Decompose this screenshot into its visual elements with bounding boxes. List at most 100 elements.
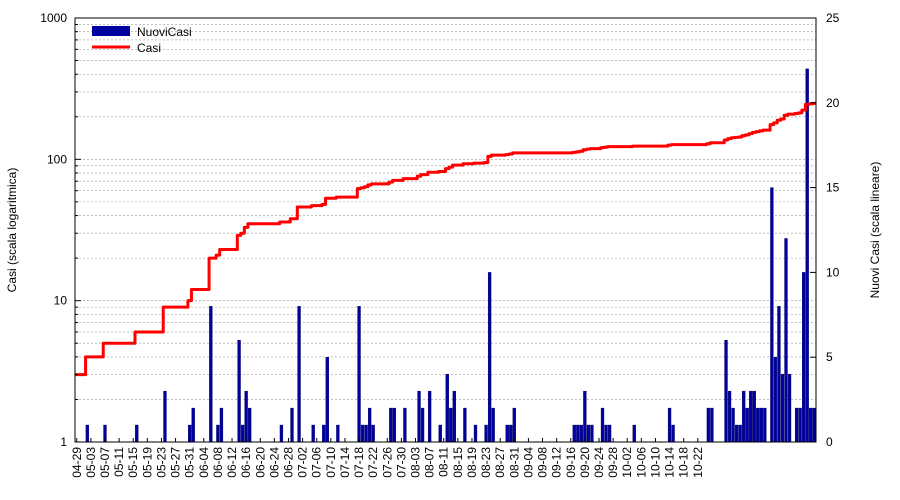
- x-tick-label: 06-24: [267, 447, 281, 478]
- x-axis-ticks: 04-29 05-03 05-07 05-11 05-15 05-19 05-23 05-27…: [70, 438, 705, 478]
- bar: [727, 390, 732, 443]
- bar: [742, 390, 746, 443]
- bar: [244, 390, 248, 443]
- x-tick-label: 09-04: [521, 447, 535, 478]
- bar: [163, 390, 167, 443]
- bar: [738, 424, 742, 443]
- x-tick-label: 08-03: [409, 447, 423, 478]
- bar: [357, 306, 361, 443]
- bar: [237, 340, 241, 443]
- x-tick-label: 09-20: [578, 447, 592, 478]
- bar: [600, 407, 605, 443]
- legend: NuoviCasi Casi: [92, 25, 192, 55]
- bar: [135, 424, 139, 443]
- bar: [604, 424, 608, 443]
- bar: [632, 424, 636, 443]
- x-tick-label: 06-04: [197, 447, 211, 478]
- right-axis-ticks: 0 5 10 15 20 25: [810, 11, 840, 449]
- bar: [325, 357, 329, 443]
- x-tick-label: 06-20: [253, 447, 267, 478]
- x-tick-label: 05-23: [154, 447, 168, 478]
- x-tick-label: 10-10: [648, 447, 662, 478]
- bar: [279, 424, 284, 443]
- x-tick-label: 05-15: [126, 447, 140, 478]
- bar: [360, 424, 365, 443]
- bar: [322, 424, 326, 443]
- bar: [784, 238, 788, 443]
- x-tick-label: 08-11: [437, 447, 451, 477]
- bar: [773, 357, 778, 443]
- x-tick-label: 07-14: [338, 447, 352, 478]
- bar: [364, 424, 368, 443]
- x-tick-label: 08-23: [479, 447, 493, 478]
- bar: [290, 407, 294, 443]
- legend-label-nuovicasi: NuoviCasi: [137, 25, 192, 39]
- x-tick-label: 05-27: [169, 447, 183, 478]
- bar: [219, 407, 224, 443]
- bar: [209, 306, 213, 443]
- legend-label-casi: Casi: [137, 41, 161, 55]
- right-tick-label: 20: [826, 96, 840, 110]
- x-tick-label: 06-12: [225, 447, 239, 478]
- bar: [491, 407, 495, 443]
- x-tick-label: 06-16: [239, 447, 253, 478]
- bar: [85, 424, 89, 443]
- bar: [248, 407, 252, 443]
- bar: [420, 407, 425, 443]
- bar: [240, 424, 245, 443]
- bar: [749, 390, 753, 443]
- x-tick-label: 07-02: [296, 447, 310, 478]
- left-axis-title: Casi (scala logaritmica): [5, 168, 19, 293]
- bar: [445, 373, 449, 443]
- bar: [389, 407, 393, 443]
- bar: [724, 340, 728, 443]
- x-tick-label: 08-19: [465, 447, 479, 478]
- right-tick-label: 5: [826, 350, 833, 364]
- bar: [572, 424, 576, 443]
- right-tick-label: 10: [826, 265, 840, 279]
- x-tick-label: 06-28: [281, 447, 295, 478]
- x-tick-label: 07-22: [366, 447, 380, 478]
- bar: [512, 407, 516, 443]
- bar: [403, 407, 407, 443]
- x-tick-label: 10-06: [634, 447, 648, 478]
- left-tick-label: 100: [47, 152, 67, 166]
- bar: [576, 424, 580, 443]
- bar: [473, 424, 478, 443]
- bar: [311, 424, 315, 443]
- bar: [667, 407, 672, 443]
- left-tick-label: 1: [60, 435, 67, 449]
- bar: [763, 407, 767, 443]
- bar: [487, 272, 492, 443]
- x-tick-label: 07-26: [380, 447, 394, 478]
- x-tick-label: 04-29: [70, 447, 84, 478]
- bar: [756, 407, 760, 443]
- x-tick-label: 07-30: [394, 447, 408, 478]
- bar: [770, 187, 774, 443]
- bar: [812, 407, 816, 443]
- x-tick-label: 08-07: [423, 447, 437, 478]
- x-tick-label: 08-15: [451, 447, 465, 478]
- bar: [710, 407, 714, 443]
- x-tick-label: 05-07: [98, 447, 112, 478]
- bar-series: [85, 68, 816, 443]
- bar: [706, 407, 711, 443]
- left-tick-label: 10: [54, 294, 68, 308]
- left-tick-label: 1000: [40, 11, 67, 25]
- x-tick-label: 07-06: [310, 447, 324, 478]
- right-axis-title: Nuovi Casi (scala lineare): [868, 162, 882, 299]
- bar: [427, 390, 432, 443]
- x-tick-label: 07-10: [324, 447, 338, 478]
- bar: [392, 407, 396, 443]
- bar: [607, 424, 612, 443]
- x-tick-label: 08-27: [493, 447, 507, 478]
- right-tick-label: 15: [826, 181, 840, 195]
- x-tick-label: 08-31: [507, 447, 521, 478]
- bar: [438, 424, 442, 443]
- bar: [367, 407, 372, 443]
- line-series: [75, 101, 816, 377]
- bar: [731, 407, 735, 443]
- x-tick-label: 09-16: [564, 447, 578, 478]
- bar: [505, 424, 509, 443]
